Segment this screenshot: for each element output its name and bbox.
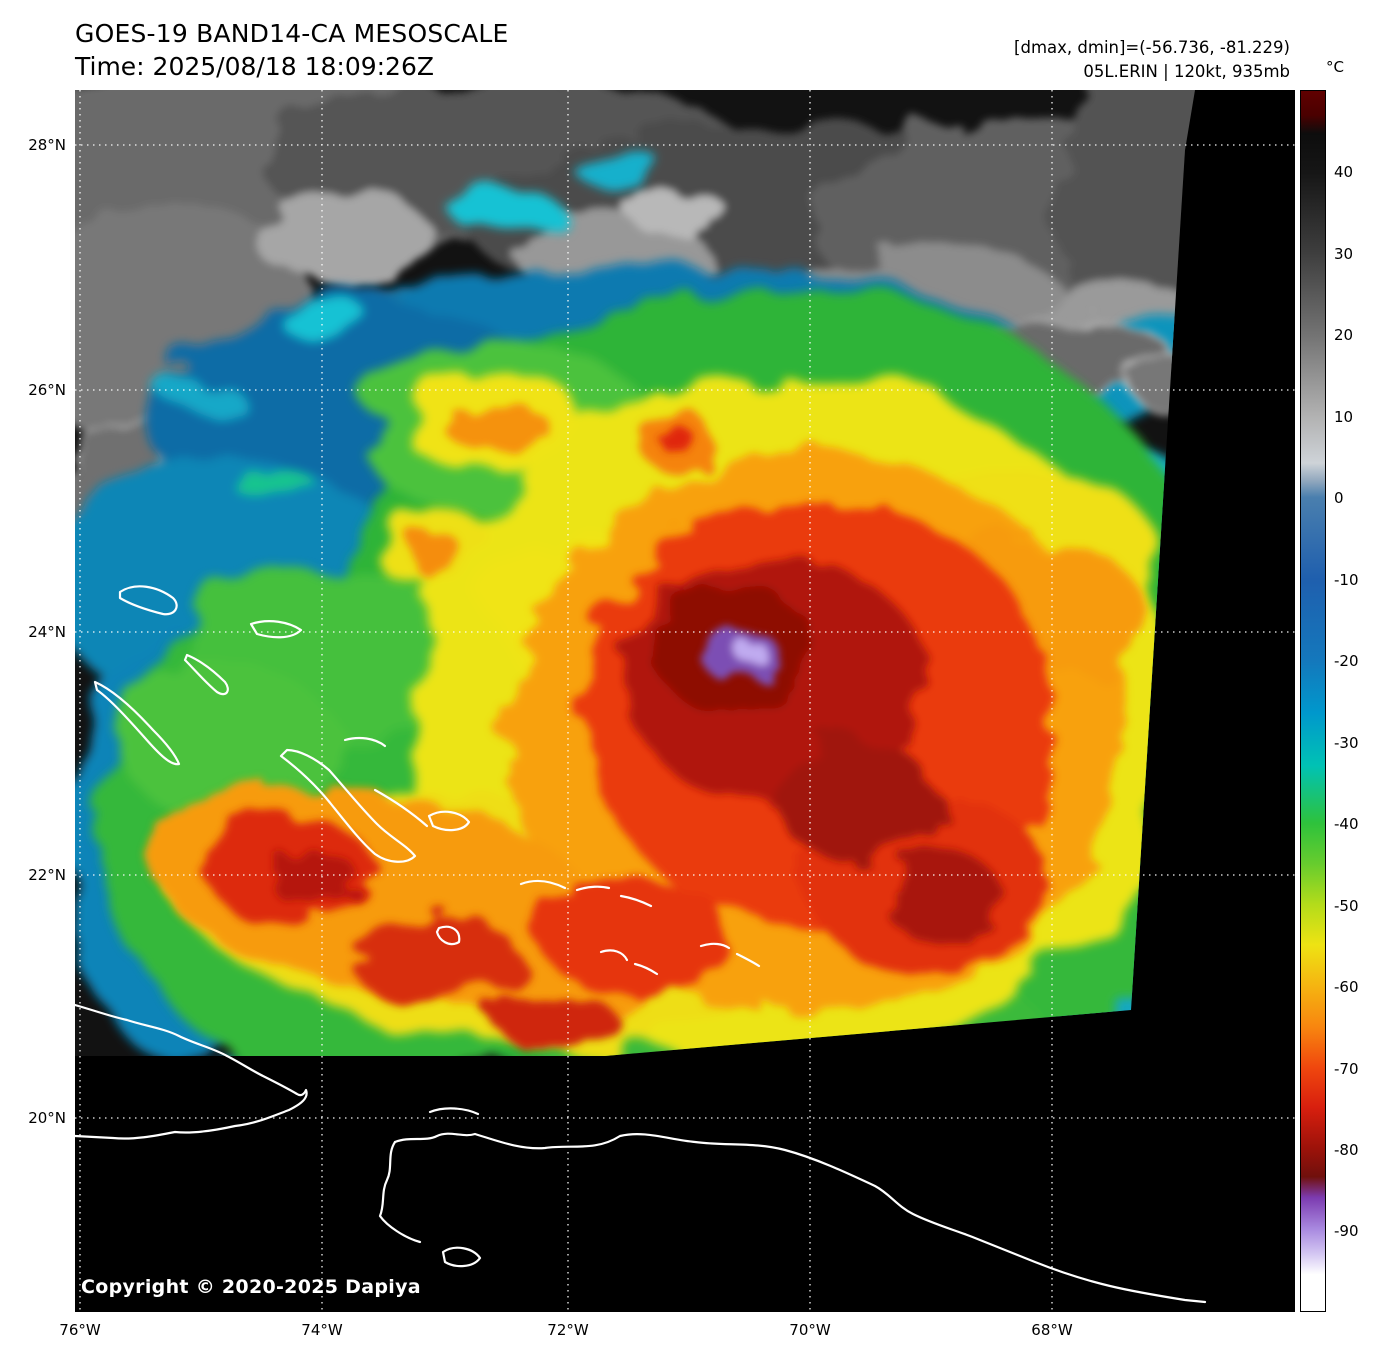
lon-tick-label: 72°W <box>547 1321 589 1339</box>
colorbar-tick-label: -70 <box>1334 1060 1359 1078</box>
bahamas-island <box>279 748 417 863</box>
satellite-image <box>75 90 1295 1312</box>
header-left: GOES-19 BAND14-CA MESOSCALE Time: 2025/0… <box>75 18 509 83</box>
coldest-top-purple <box>702 625 778 685</box>
lat-tick-label: 20°N <box>28 1109 66 1127</box>
bahamas-island <box>435 925 461 946</box>
lon-tick-label: 68°W <box>1031 1321 1073 1339</box>
colorbar-tick-label: -10 <box>1334 571 1359 589</box>
colorbar-tick-label: -50 <box>1334 897 1359 915</box>
lon-tick-label: 74°W <box>301 1321 343 1339</box>
colorbar-tick-label: -20 <box>1334 652 1359 670</box>
hispaniola-coastline <box>393 1132 1207 1304</box>
satellite-map: Copyright © 2020-2025 Dapiya <box>75 90 1295 1312</box>
colorbar-unit-label: °C <box>1326 58 1344 76</box>
colorbar-tick-label: -40 <box>1334 815 1359 833</box>
timestamp-label: Time: 2025/08/18 18:09:26Z <box>75 51 434 81</box>
bahamas-island <box>93 680 181 766</box>
colorbar-tick-label: -30 <box>1334 734 1359 752</box>
lon-tick-label: 70°W <box>789 1321 831 1339</box>
colorbar-tick-label: 40 <box>1334 163 1354 181</box>
colorbar-tick-label: 20 <box>1334 326 1354 344</box>
colorbar-tick-label: 30 <box>1334 245 1354 263</box>
bahamas-cays <box>599 949 659 976</box>
page-title: GOES-19 BAND14-CA MESOSCALE <box>75 19 509 48</box>
lat-tick-label: 28°N <box>28 136 66 154</box>
lat-tick-label: 24°N <box>28 623 66 641</box>
lon-tick-label: 76°W <box>59 1321 101 1339</box>
colorbar-tick-label: -60 <box>1334 978 1359 996</box>
gonave-island <box>441 1246 482 1268</box>
bahamas-island <box>373 788 429 828</box>
haiti-west-coast <box>378 1140 422 1244</box>
bahamas-island <box>343 736 387 748</box>
bahamas-cays <box>519 879 653 908</box>
colorbar-tick-label: -90 <box>1334 1222 1359 1240</box>
tortue-island <box>428 1107 480 1116</box>
temperature-colorbar <box>1300 90 1326 1312</box>
storm-info-label: 05L.ERIN | 120kt, 935mb <box>1083 61 1290 81</box>
dmax-dmin-label: [dmax, dmin]=(-56.736, -81.229) <box>1014 38 1290 57</box>
dark-red-layer <box>270 555 1005 945</box>
lat-tick-label: 22°N <box>28 866 66 884</box>
lat-tick-label: 26°N <box>28 381 66 399</box>
bahamas-island <box>183 653 229 696</box>
bahamas-island <box>118 585 178 616</box>
colorbar-tick-label: 10 <box>1334 408 1354 426</box>
colorbar-tick-label: -80 <box>1334 1141 1359 1159</box>
header-right: [dmax, dmin]=(-56.736, -81.229) 05L.ERIN… <box>1014 36 1290 84</box>
colorbar-tick-label: 0 <box>1334 489 1344 507</box>
bahamas-island <box>249 620 303 639</box>
data-swath <box>75 90 1195 1056</box>
bahamas-island <box>427 810 471 832</box>
bahamas-cays <box>699 942 761 968</box>
coastlines <box>75 585 1207 1304</box>
copyright-text: Copyright © 2020-2025 Dapiya <box>81 1276 421 1298</box>
cuba-coastline <box>75 1003 308 1140</box>
